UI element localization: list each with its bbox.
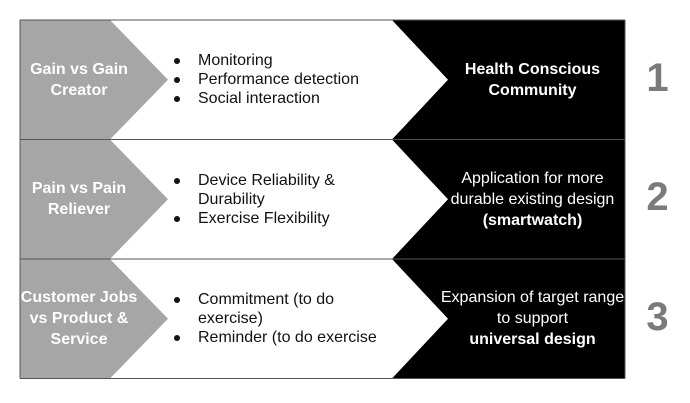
result-text: Expansion of target range to support univ…: [440, 259, 625, 378]
black-notched-block: [392, 259, 625, 379]
result-text: Application for more durable existing de…: [440, 140, 625, 259]
row-number: 3: [646, 294, 669, 339]
bullet-list: Monitoring Performance detection Social in…: [172, 20, 402, 139]
row-3: Customer Jobs vs Product & Service Commit…: [20, 259, 625, 378]
bullet-list: Commitment (to do exercise) Reminder (to …: [172, 259, 402, 378]
row-number: 2: [646, 175, 669, 220]
row-1: Gain vs Gain Creator Monitoring Performanc…: [20, 20, 625, 139]
result-bold: (smartwatch): [482, 211, 583, 229]
list-item: Social interaction: [172, 89, 402, 108]
gray-chevron: [20, 139, 168, 259]
black-notched-block: [392, 20, 625, 140]
bullet-list: Device Reliability & Durability Exercise …: [172, 140, 402, 259]
row-category-label: Gain vs Gain Creator: [30, 60, 128, 99]
row-category-label: Customer Jobs vs Product & Service: [20, 289, 138, 348]
list-item: Device Reliability & Durability: [172, 171, 402, 209]
black-notched-block: [392, 139, 625, 259]
result-main: Expansion of target range to support: [440, 289, 625, 327]
list-item: Performance detection: [172, 70, 402, 89]
list-item: Monitoring: [172, 51, 402, 70]
list-item: Exercise Flexibility: [172, 209, 402, 228]
list-item: Commitment (to do exercise): [172, 290, 402, 328]
result-text: Health Conscious Community: [440, 20, 625, 139]
gray-chevron: [20, 259, 168, 379]
row-category-label: Pain vs Pain Reliever: [31, 180, 127, 218]
result-main: Health Conscious Community: [464, 60, 601, 99]
gray-chevron: [20, 20, 168, 140]
row-2: Pain vs Pain Reliever Device Reliability …: [20, 140, 625, 259]
result-bold: universal design: [469, 331, 596, 348]
list-item: Reminder (to do exercise: [172, 328, 402, 347]
result-main: Application for more durable existing de…: [450, 169, 615, 208]
row-number: 1: [646, 55, 669, 100]
